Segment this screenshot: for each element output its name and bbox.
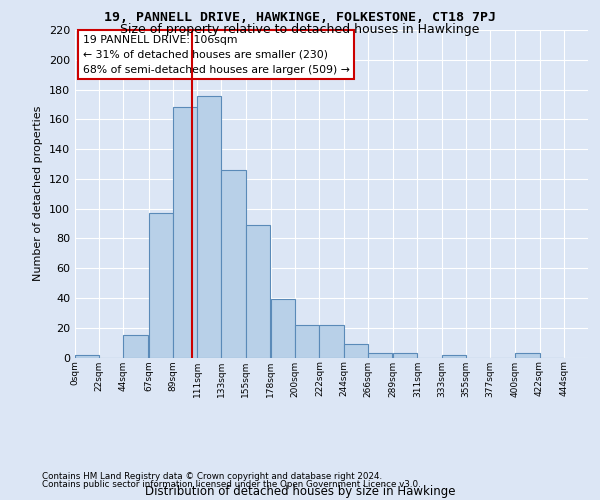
Text: Contains public sector information licensed under the Open Government Licence v3: Contains public sector information licen…	[42, 480, 421, 489]
Bar	[173, 108, 197, 358]
Bar	[344, 344, 368, 358]
Bar	[75, 354, 99, 358]
Bar	[442, 354, 466, 358]
Bar	[271, 300, 295, 358]
Bar	[393, 353, 418, 358]
Bar	[295, 325, 319, 358]
Text: Distribution of detached houses by size in Hawkinge: Distribution of detached houses by size …	[145, 484, 455, 498]
Bar	[149, 213, 173, 358]
Bar	[245, 225, 270, 358]
Text: Contains HM Land Registry data © Crown copyright and database right 2024.: Contains HM Land Registry data © Crown c…	[42, 472, 382, 481]
Text: Size of property relative to detached houses in Hawkinge: Size of property relative to detached ho…	[121, 22, 479, 36]
Bar	[319, 325, 344, 358]
Bar	[197, 96, 221, 358]
Bar	[221, 170, 245, 358]
Bar	[368, 353, 392, 358]
Text: 19, PANNELL DRIVE, HAWKINGE, FOLKESTONE, CT18 7PJ: 19, PANNELL DRIVE, HAWKINGE, FOLKESTONE,…	[104, 11, 496, 24]
Y-axis label: Number of detached properties: Number of detached properties	[34, 106, 43, 282]
Text: 19 PANNELL DRIVE: 106sqm
← 31% of detached houses are smaller (230)
68% of semi-: 19 PANNELL DRIVE: 106sqm ← 31% of detach…	[83, 35, 350, 74]
Bar	[515, 353, 539, 358]
Bar	[124, 335, 148, 357]
